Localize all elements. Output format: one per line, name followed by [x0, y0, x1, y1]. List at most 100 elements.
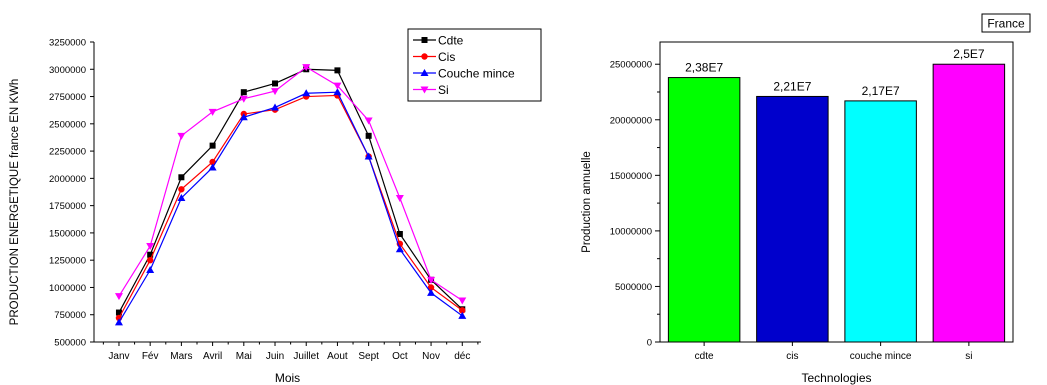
- line-point: [146, 243, 155, 250]
- line-point: [396, 231, 403, 237]
- line-x-tick-label: Juin: [266, 351, 284, 362]
- bar-2: [844, 100, 917, 343]
- line-series-2: [118, 91, 463, 323]
- line-point: [177, 194, 186, 201]
- bar-y-tick-label: 20000000: [610, 115, 652, 126]
- line-x-tick-label: Fév: [142, 351, 159, 362]
- line-x-tick-label: Oct: [392, 351, 408, 362]
- line-point: [458, 311, 467, 319]
- line-series-3: [118, 66, 463, 302]
- line-y-tick-label: 2500000: [49, 119, 86, 130]
- line-x-axis-label: Mois: [275, 371, 300, 385]
- line-point: [365, 132, 372, 139]
- line-point: [178, 174, 185, 181]
- line-point: [271, 103, 280, 111]
- line-y-tick-label: 3000000: [49, 65, 86, 76]
- bar-y-tick-label: 10000000: [610, 226, 652, 237]
- line-y-tick-label: 2000000: [49, 174, 86, 185]
- bar-0: [667, 77, 741, 343]
- legend-swatch-marker: [420, 69, 429, 76]
- line-y-tick-label: 500000: [54, 338, 86, 349]
- line-point: [333, 88, 342, 96]
- line-x-tick-label: Mars: [170, 351, 192, 362]
- line-y-tick-label: 1750000: [49, 201, 86, 212]
- line-series-0: [118, 68, 463, 313]
- line-point: [427, 288, 436, 296]
- line-series-1: [118, 94, 463, 319]
- line-x-tick-label: Janv: [108, 351, 129, 362]
- bar-y-tick-label: 15000000: [610, 171, 652, 182]
- line-y-tick-label: 2250000: [49, 147, 86, 158]
- line-y-tick-label: 1500000: [49, 228, 86, 239]
- legend-swatch-marker: [421, 37, 428, 43]
- line-point: [364, 117, 373, 125]
- line-point: [302, 89, 311, 97]
- line-x-tick-label: Avril: [203, 351, 222, 362]
- line-point: [177, 132, 186, 140]
- bar-x-axis-label: Technologies: [801, 371, 871, 385]
- bar-x-tick-label: cdte: [695, 351, 714, 362]
- line-x-tick-label: Juillet: [293, 351, 319, 362]
- line-point: [272, 80, 279, 87]
- line-point: [146, 266, 155, 273]
- line-y-tick-label: 1000000: [49, 283, 86, 294]
- bar-y-tick-label: 0: [647, 338, 652, 349]
- bar-y-tick-label: 5000000: [615, 282, 652, 293]
- line-x-tick-label: Nov: [422, 351, 440, 362]
- line-point: [115, 309, 122, 316]
- bar-data-label: 2,21E7: [773, 79, 811, 93]
- bar-data-label: 2,5E7: [953, 47, 985, 61]
- line-point: [209, 158, 216, 166]
- line-point: [459, 307, 466, 314]
- line-point: [208, 108, 217, 116]
- legend-swatch-marker: [421, 53, 428, 60]
- bar-y-axis-label: Production annuelle: [581, 151, 593, 253]
- line-point: [208, 163, 217, 171]
- line-point: [240, 89, 247, 96]
- line-point: [458, 297, 467, 305]
- legend-entry: Couche mince: [438, 67, 515, 81]
- line-y-axis-label: PRODUCTION ENERGETIQUE france EN KWh: [9, 79, 21, 326]
- line-x-tick-label: Aout: [327, 351, 348, 362]
- line-point: [427, 276, 436, 284]
- bar-data-label: 2,17E7: [862, 84, 900, 98]
- line-point: [239, 113, 248, 121]
- line-point: [147, 251, 154, 258]
- line-point: [334, 67, 341, 74]
- line-point: [114, 318, 123, 326]
- line-x-tick-label: Sept: [358, 351, 379, 362]
- line-point: [364, 152, 373, 160]
- line-point: [395, 245, 404, 253]
- line-point: [271, 88, 280, 96]
- line-point: [427, 284, 435, 291]
- bar-chart-title: France: [987, 17, 1025, 31]
- line-point: [395, 195, 404, 202]
- legend-entry: Cdte: [438, 34, 464, 48]
- legend-entry: Cis: [438, 50, 455, 64]
- line-y-tick-label: 750000: [54, 310, 86, 321]
- line-y-tick-label: 1250000: [49, 256, 86, 267]
- bar-plot-frame: [659, 41, 1014, 343]
- line-y-tick-label: 2750000: [49, 92, 86, 103]
- legend-swatch-marker: [420, 86, 429, 94]
- bar-1: [756, 95, 829, 343]
- legend-entry: Si: [438, 83, 449, 97]
- bar-3: [932, 63, 1006, 343]
- line-point: [302, 64, 311, 72]
- bar-x-tick-label: couche mince: [850, 351, 912, 362]
- line-point: [146, 256, 154, 264]
- bar-y-tick-label: 25000000: [610, 60, 652, 71]
- line-x-tick-label: Mai: [236, 351, 252, 362]
- line-point: [333, 82, 342, 90]
- bar-x-tick-label: si: [965, 351, 972, 362]
- line-point: [239, 95, 248, 103]
- line-point: [209, 142, 216, 149]
- line-point: [114, 293, 123, 301]
- line-point: [178, 186, 185, 193]
- bar-title-box: [981, 13, 1031, 33]
- bar-data-label: 2,38E7: [685, 61, 723, 75]
- bar-x-tick-label: cis: [786, 351, 798, 362]
- line-y-tick-label: 3250000: [49, 38, 86, 49]
